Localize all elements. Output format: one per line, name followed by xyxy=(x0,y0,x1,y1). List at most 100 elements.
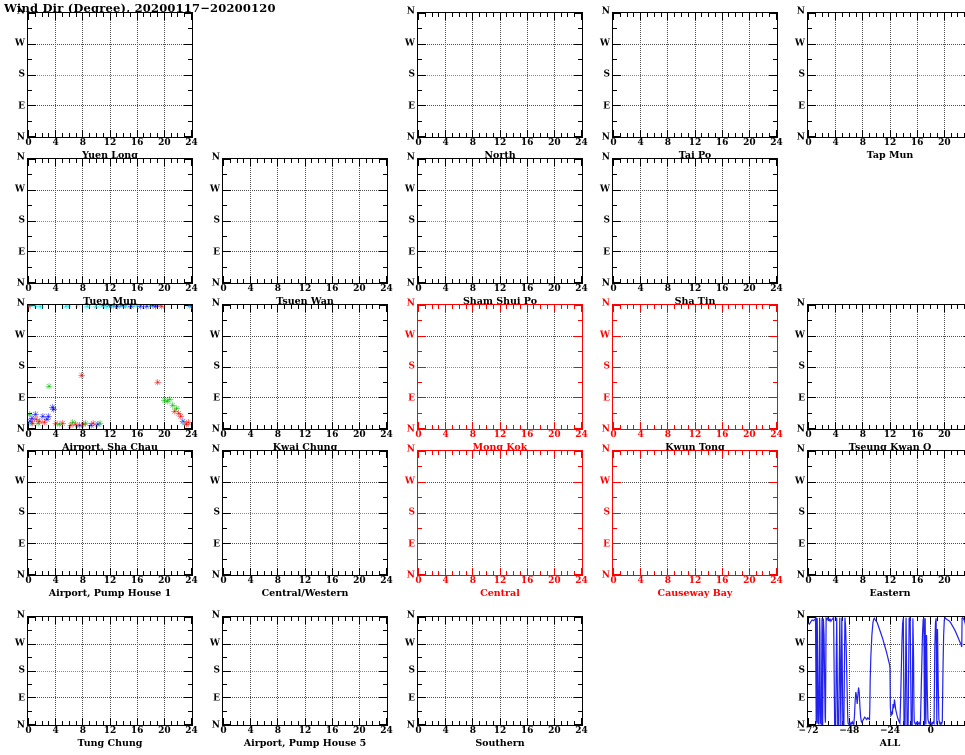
x-tick xyxy=(284,279,286,283)
y-tick xyxy=(28,412,32,414)
x-tick-label: 20 xyxy=(353,726,366,736)
y-tick xyxy=(379,189,387,191)
x-tick-label: 4 xyxy=(52,726,59,736)
x-tick xyxy=(653,305,655,309)
x-tick xyxy=(646,305,648,309)
x-tick xyxy=(379,571,381,575)
y-tick xyxy=(578,205,582,207)
vertical-gridline xyxy=(472,159,474,283)
y-tick xyxy=(613,497,617,499)
x-tick-label: 20 xyxy=(548,284,561,294)
x-tick xyxy=(950,451,952,455)
x-tick xyxy=(680,305,682,309)
data-point-marker: ✳ xyxy=(151,304,160,313)
y-tick xyxy=(223,527,227,529)
x-tick xyxy=(485,451,487,455)
x-tick-label: 16 xyxy=(520,284,534,294)
y-tick xyxy=(418,320,422,322)
x-tick xyxy=(157,305,159,309)
x-tick xyxy=(762,279,764,283)
y-tick xyxy=(184,335,192,337)
y-tick-label: S xyxy=(603,69,611,80)
y-tick-label: S xyxy=(213,361,221,372)
y-tick xyxy=(773,59,777,61)
x-tick xyxy=(184,425,186,429)
x-tick xyxy=(136,159,138,166)
vertical-gridline xyxy=(472,13,474,137)
y-tick xyxy=(223,543,231,545)
x-tick xyxy=(701,425,703,429)
x-tick xyxy=(526,617,528,624)
x-tick xyxy=(660,159,662,163)
y-tick xyxy=(383,657,387,659)
x-tick xyxy=(930,617,932,624)
x-tick xyxy=(626,425,628,429)
y-tick xyxy=(379,697,387,699)
x-tick-label: 4 xyxy=(442,430,449,440)
x-tick xyxy=(61,133,63,137)
x-tick xyxy=(875,451,877,455)
x-tick xyxy=(835,451,837,458)
x-tick xyxy=(129,279,131,283)
x-tick xyxy=(263,617,265,621)
x-tick-label: 0 xyxy=(415,576,422,586)
vertical-gridline xyxy=(55,305,57,429)
x-tick xyxy=(297,305,299,309)
x-tick xyxy=(163,276,165,283)
x-tick-label: 12 xyxy=(298,284,312,294)
x-tick-label: 8 xyxy=(79,726,86,736)
x-tick xyxy=(41,617,43,621)
y-tick xyxy=(379,159,387,160)
y-tick xyxy=(578,412,582,414)
x-tick xyxy=(769,159,771,163)
y-tick-label: S xyxy=(603,507,611,518)
x-tick xyxy=(229,425,231,429)
y-tick xyxy=(383,527,387,529)
x-tick xyxy=(438,13,440,17)
x-tick xyxy=(129,13,131,17)
x-tick xyxy=(243,617,245,621)
data-point-marker: ✳ xyxy=(170,407,179,418)
x-tick xyxy=(869,305,871,309)
x-tick xyxy=(263,279,265,283)
y-tick xyxy=(223,481,231,483)
y-tick xyxy=(184,574,192,575)
data-point-marker: ✳ xyxy=(174,409,183,420)
x-tick xyxy=(841,617,843,621)
x-tick-label: 4 xyxy=(442,576,449,586)
x-tick xyxy=(633,425,635,429)
x-tick xyxy=(331,305,333,312)
y-tick xyxy=(28,366,36,368)
vertical-gridline xyxy=(331,451,333,575)
x-tick xyxy=(547,159,549,163)
x-tick xyxy=(547,721,549,725)
y-tick xyxy=(28,251,36,253)
x-tick xyxy=(882,425,884,429)
y-tick-label: N xyxy=(601,152,610,163)
x-tick xyxy=(191,451,192,458)
x-tick-label: 24 xyxy=(380,726,393,736)
y-tick-label: N xyxy=(211,720,220,731)
x-tick xyxy=(513,305,515,309)
x-tick xyxy=(848,451,850,455)
y-tick-label: N xyxy=(796,610,805,621)
y-tick xyxy=(223,558,227,560)
x-tick xyxy=(116,305,118,309)
vertical-gridline xyxy=(358,451,360,575)
x-tick xyxy=(485,571,487,575)
x-tick xyxy=(229,159,231,163)
x-tick-label: 12 xyxy=(103,284,117,294)
x-tick xyxy=(365,279,367,283)
x-tick xyxy=(243,451,245,455)
x-tick xyxy=(256,721,258,725)
x-tick xyxy=(75,451,77,455)
y-tick xyxy=(613,105,621,107)
y-tick xyxy=(808,120,812,122)
vertical-gridline xyxy=(553,451,555,575)
